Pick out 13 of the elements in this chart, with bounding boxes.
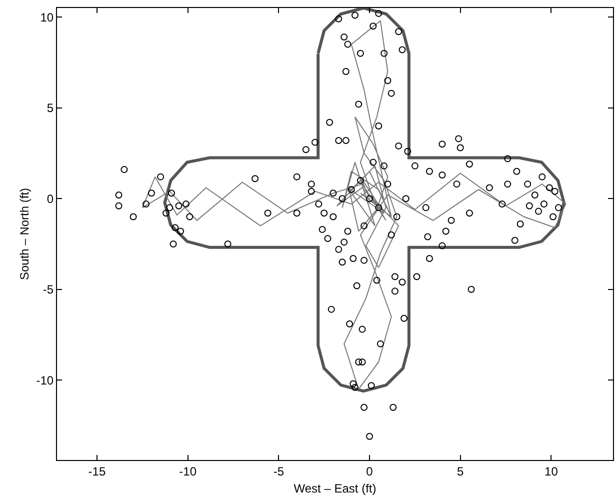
- y-tick-label: 5: [46, 101, 54, 116]
- x-tick-label: 5: [457, 464, 464, 478]
- x-tick-label: -15: [88, 464, 106, 478]
- y-tick-label: -10: [36, 373, 54, 388]
- x-tick-label: 10: [544, 464, 558, 478]
- x-axis-title: West – East (ft): [294, 481, 376, 496]
- y-tick-label: -5: [42, 282, 54, 297]
- x-tick-label: 0: [366, 464, 374, 478]
- x-tick-label: -5: [273, 464, 284, 478]
- y-tick-label: 10: [40, 10, 54, 24]
- y-axis-title: South – North (ft): [18, 188, 32, 280]
- x-tick-label: -10: [179, 464, 197, 478]
- y-tick-label: 0: [46, 192, 54, 206]
